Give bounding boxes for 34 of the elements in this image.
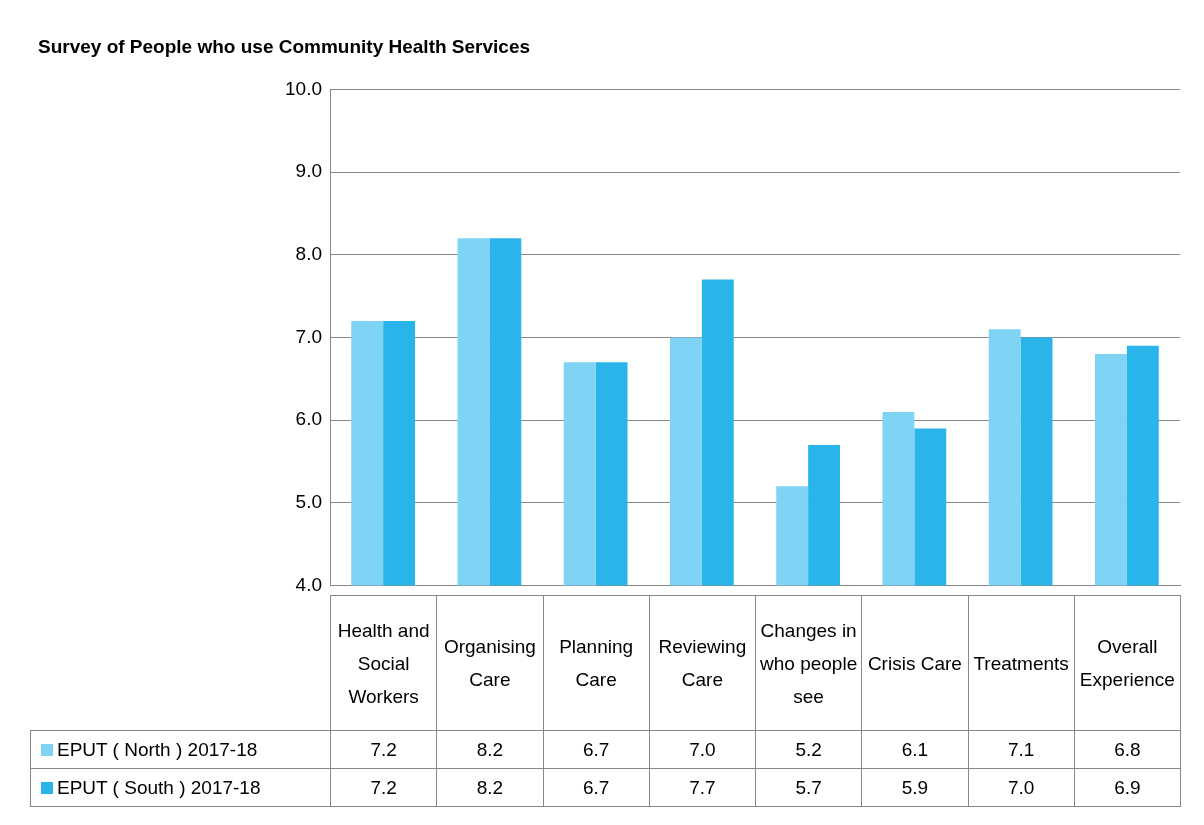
x-tick-label: Overall Experience: [1074, 595, 1181, 731]
x-tick-label: Crisis Care: [861, 595, 968, 731]
data-label: 8.2: [436, 768, 543, 807]
data-label: 7.0: [649, 730, 756, 769]
data-label: 7.2: [330, 730, 437, 769]
y-tick-label: 6.0: [295, 408, 322, 430]
y-tick-label: 9.0: [295, 160, 322, 182]
data-label: 5.2: [755, 730, 862, 769]
x-tick-label: Organising Care: [436, 595, 543, 731]
x-tick-label: Health and Social Workers: [330, 595, 437, 731]
y-tick-label: 8.0: [295, 243, 322, 265]
data-label: 6.7: [543, 730, 650, 769]
x-tick-label: Reviewing Care: [649, 595, 756, 731]
data-label: 5.7: [755, 768, 862, 807]
data-label: 6.9: [1074, 768, 1181, 807]
data-label: 6.7: [543, 768, 650, 807]
y-tick-label: 4.0: [295, 573, 322, 595]
data-label: 7.1: [968, 730, 1075, 769]
data-label: 6.8: [1074, 730, 1181, 769]
legend-label: EPUT ( South ) 2017-18: [30, 768, 331, 807]
x-tick-label: Planning Care: [543, 595, 650, 731]
x-tick-label: Treatments: [968, 595, 1075, 731]
y-tick-label: 7.0: [295, 325, 322, 347]
data-label: 7.2: [330, 768, 437, 807]
data-label: 6.1: [861, 730, 968, 769]
data-label: 7.7: [649, 768, 756, 807]
y-tick-label: 5.0: [295, 491, 322, 513]
legend-label: EPUT ( North ) 2017-18: [30, 730, 331, 769]
data-label: 7.0: [968, 768, 1075, 807]
data-label: 8.2: [436, 730, 543, 769]
chart-title: Survey of People who use Community Health Services: [38, 36, 531, 58]
y-tick-label: 10.0: [285, 77, 322, 99]
data-label: 5.9: [861, 768, 968, 807]
x-tick-label: Changes in who people see: [755, 595, 862, 731]
